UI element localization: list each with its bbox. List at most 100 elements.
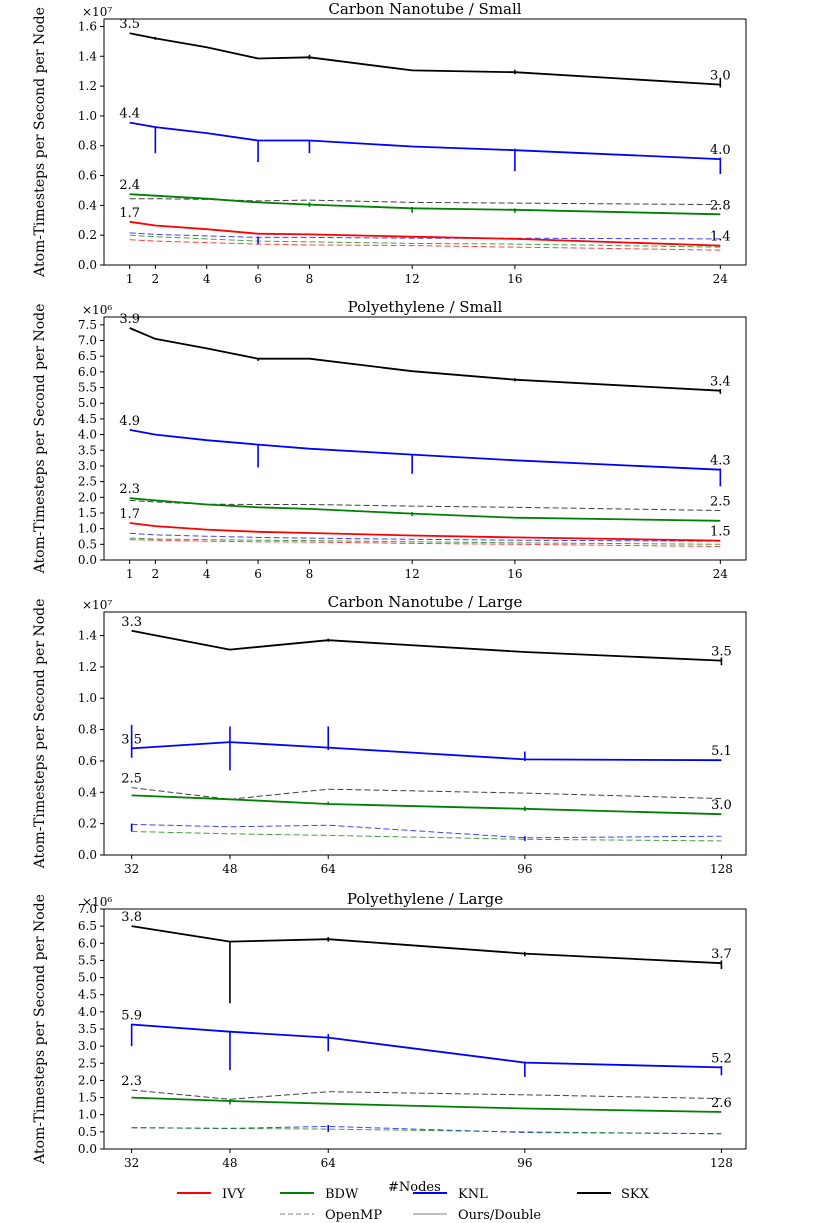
y-tick-label: 2.0 [78,1073,97,1087]
series-line-knl-openmp [131,1125,722,1135]
y-tick-label: 1.4 [78,49,97,63]
x-tick-label: 1 [126,567,134,581]
speedup-annotation: 3.5 [711,645,732,660]
y-tick-label: 2.5 [78,475,97,489]
y-tick-label: 1.5 [78,1091,97,1105]
speedup-annotation: 5.2 [711,1051,732,1066]
x-tick-label: 32 [124,862,139,876]
y-tick-label: 3.0 [78,459,97,473]
y-tick-label: 2.0 [78,490,97,504]
y-tick-label: 4.0 [78,1005,97,1019]
speedup-annotation: 3.5 [119,17,140,32]
y-tick-label: 3.5 [78,443,97,457]
series-line-skx [131,925,722,965]
y-tick-label: 0.6 [78,754,97,768]
chart-panel-3: Carbon Nanotube / Large ×10⁷ 0.0 0.2 0.4 0.6 0… [32,593,747,876]
y-tick-label: 7.0 [78,334,97,348]
y-tick-label: 5.5 [78,381,97,395]
speedup-annotation: 3.9 [119,312,140,327]
series-line-ivy-openmp [129,539,721,547]
y-tick-label: 0.6 [78,169,97,183]
speedup-annotation: 2.4 [119,178,140,193]
series-line-knl [131,741,722,762]
y-tick-label: 3.0 [78,1039,97,1053]
y-tick-label: 7.5 [78,318,97,332]
y-tick-label: 0.5 [78,1125,97,1139]
series-line-skx-openmp [131,787,722,800]
speedup-annotation: 2.5 [121,772,142,787]
speedup-annotation: 3.4 [710,375,731,390]
series-line-ivy [129,220,721,247]
speedup-annotation: 3.0 [710,69,731,84]
speedup-annotation: 1.5 [710,525,731,540]
speedup-annotation: 3.3 [121,615,142,630]
speedup-annotation: 1.7 [119,507,140,522]
y-tick-label: 1.5 [78,506,97,520]
series-line-bdw-openmp [129,537,721,545]
speedup-annotation: 2.3 [121,1074,142,1089]
x-tick-label: 12 [405,567,420,581]
x-tick-label: 32 [124,1156,139,1170]
series-line-bdw [129,193,721,216]
speedup-annotation: 5.9 [121,1009,142,1024]
chart-title: Polyethylene / Large [347,890,503,908]
x-tick-label: 1 [126,272,134,286]
y-tick-label: 2.5 [78,1056,97,1070]
speedup-annotation: 1.4 [710,230,731,245]
y-scale-label: ×10⁶ [82,895,112,909]
x-tick-label: 8 [306,272,314,286]
chart-title: Polyethylene / Small [348,298,503,316]
x-axis-label: #Nodes [388,1180,441,1195]
chart-panel-2: Polyethylene / Small×10⁶0.00.51.01.52.02… [32,298,747,581]
y-tick-label: 6.0 [78,936,97,950]
y-tick-label: 3.5 [78,1022,97,1036]
y-axis-label: Atom-Timesteps per Second per Node [32,599,48,870]
speedup-annotation: 2.5 [710,494,731,509]
chart-title: Carbon Nanotube / Large [328,593,523,611]
legend-label-knl: KNL [458,1187,488,1202]
series-line-skx-openmp [129,198,721,206]
legend-label-openmp: OpenMP [325,1208,382,1223]
y-tick-label: 5.5 [78,953,97,967]
y-axis-label: Atom-Timesteps per Second per Node [32,7,48,278]
plot-frame [103,611,747,856]
x-tick-label: 128 [710,862,733,876]
series-line-bdw [131,794,722,816]
x-tick-label: 64 [321,862,337,876]
y-tick-label: 5.0 [78,971,97,985]
y-tick-label: 0.2 [78,817,97,831]
y-tick-label: 0.5 [78,537,97,551]
x-tick-label: 24 [713,272,729,286]
speedup-annotation: 3.7 [711,947,732,962]
series-line-bdw [131,1096,722,1113]
legend-label-ivy: IVY [222,1187,246,1202]
y-tick-label: 1.0 [78,522,97,536]
y-tick-label: 0.0 [78,1142,97,1156]
speedup-annotation: 5.1 [711,744,732,759]
y-tick-label: 1.2 [78,79,97,93]
series-line-knl-openmp [131,823,722,839]
plot-frame [103,316,747,561]
legend: IVY BDW #Nodes KNL SKX OpenMP Ours/Doubl… [177,1180,650,1223]
y-tick-label: 4.5 [78,412,97,426]
y-tick-label: 1.0 [78,691,97,705]
y-tick-label: 0.0 [78,258,97,272]
series-line-bdw-openmp [129,234,721,248]
y-tick-label: 7.0 [78,902,97,916]
legend-label-ours-double: Ours/Double [458,1208,541,1223]
chart-panel-1: Carbon Nanotube / Small ×10⁷ 0.0 0.2 0.4 0.6 0… [32,0,747,286]
y-tick-label: 1.4 [78,629,97,643]
y-axis-label: Atom-Timesteps per Second per Node [32,304,48,575]
series-line-skx [131,629,722,662]
y-tick-label: 6.5 [78,349,97,363]
y-tick-label: 0.8 [78,139,97,153]
chart-panel-4: Polyethylene / Large ×10⁶ 0.0 0.5 1.0 1.5 2.0 2… [32,890,747,1170]
speedup-annotation: 4.4 [119,107,140,122]
series-line-skx [129,32,721,86]
y-tick-label: 0.4 [78,198,97,212]
y-tick-label: 0.2 [78,228,97,242]
x-tick-label: 4 [203,272,211,286]
x-tick-label: 6 [254,567,262,581]
series-line-skx-openmp [129,499,721,511]
